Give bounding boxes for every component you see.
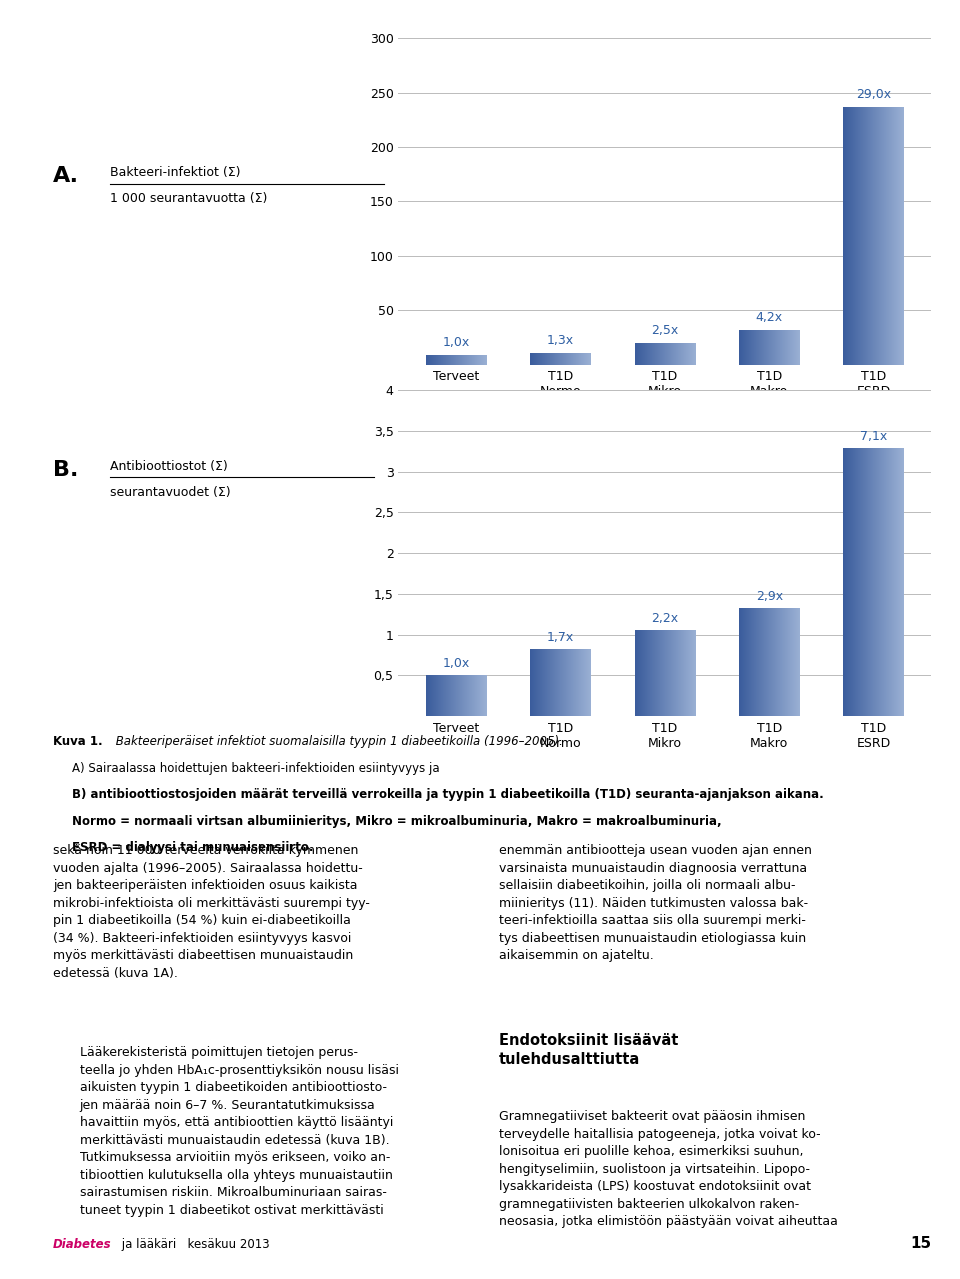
Text: 1,0x: 1,0x [443,656,469,670]
Text: Diabetes: Diabetes [53,1238,111,1251]
Text: 2,2x: 2,2x [651,611,679,624]
Text: kesäkuu 2013: kesäkuu 2013 [180,1238,269,1251]
Text: 1,3x: 1,3x [547,334,574,347]
Text: 1 000 seurantavuotta (Σ): 1 000 seurantavuotta (Σ) [110,192,268,205]
Text: 1,7x: 1,7x [546,631,574,643]
Text: A) Sairaalassa hoidettujen bakteeri-infektioiden esiintyvyys ja: A) Sairaalassa hoidettujen bakteeri-infe… [72,762,440,775]
Text: B.: B. [53,460,78,481]
Text: Bakteeriperäiset infektiot suomalaisilla tyypin 1 diabeetikoilla (1996–2005).: Bakteeriperäiset infektiot suomalaisilla… [112,735,564,748]
Text: seurantavuodet (Σ): seurantavuodet (Σ) [110,486,231,499]
Text: 29,0x: 29,0x [856,88,891,101]
Text: Antibioottiostot (Σ): Antibioottiostot (Σ) [110,460,228,473]
Text: Normo = normaali virtsan albumiinieritys, Mikro = mikroalbuminuria, Makro = makr: Normo = normaali virtsan albumiinieritys… [72,815,722,828]
Text: enemmän antibiootteja usean vuoden ajan ennen
varsinaista munuaistaudin diagnoos: enemmän antibiootteja usean vuoden ajan … [499,844,812,962]
Text: ja lääkäri: ja lääkäri [118,1238,177,1251]
Text: Endotoksiinit lisäävät
tulehdusalttiutta: Endotoksiinit lisäävät tulehdusalttiutta [499,1033,679,1067]
Text: A.: A. [53,166,79,187]
Text: 7,1x: 7,1x [860,430,887,443]
Text: 2,9x: 2,9x [756,590,782,602]
Text: Bakteeri-infektiot (Σ): Bakteeri-infektiot (Σ) [110,166,241,179]
Text: Kuva 1.: Kuva 1. [53,735,103,748]
Text: B) antibioottiostosjoiden määrät terveillä verrokeilla ja tyypin 1 diabeetikoill: B) antibioottiostosjoiden määrät terveil… [72,788,824,802]
Text: ESRD = dialyysi tai munuaisensiirto.: ESRD = dialyysi tai munuaisensiirto. [72,842,314,854]
Text: Lääkerekisteristä poimittujen tietojen perus-
teella jo yhden HbA₁c-prosenttiyks: Lääkerekisteristä poimittujen tietojen p… [80,1046,398,1216]
Text: 1,0x: 1,0x [443,336,469,349]
Text: 2,5x: 2,5x [651,324,679,336]
Text: 15: 15 [910,1236,931,1251]
Text: 4,2x: 4,2x [756,311,782,324]
Text: sekä noin 11 000 terveeltä verrokilta kymmenen
vuoden ajalta (1996–2005). Sairaa: sekä noin 11 000 terveeltä verrokilta ky… [53,844,370,980]
Text: Gramnegatiiviset bakteerit ovat pääosin ihmisen
terveydelle haitallisia patogeen: Gramnegatiiviset bakteerit ovat pääosin … [499,1110,838,1228]
